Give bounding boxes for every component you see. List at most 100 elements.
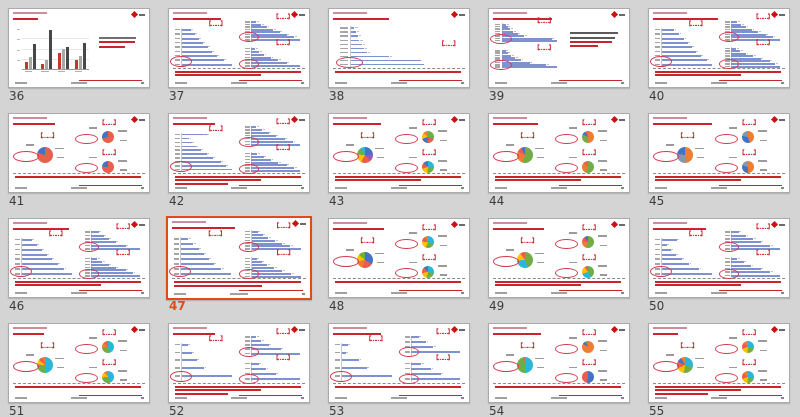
pie-label: [119, 379, 127, 381]
pie-label: [599, 244, 607, 247]
notes-divider: [173, 382, 305, 384]
slide-thumbnail-49[interactable]: 【……】 【……】 【……】: [488, 218, 630, 298]
logo-text: [139, 118, 146, 121]
bracket-label: 【……】: [517, 133, 538, 141]
pie-label: [88, 127, 98, 129]
pie-label: [408, 232, 418, 234]
axis-line: [410, 362, 412, 383]
pie-label: [118, 340, 127, 342]
annotation-ellipse: [239, 373, 260, 384]
annotation-ellipse: [74, 163, 98, 174]
slide-thumbnail-48[interactable]: 【……】 【……】 【……】: [328, 218, 470, 298]
axis-line: [730, 257, 732, 278]
axis-line: [341, 342, 343, 382]
slide-thumbnail-38[interactable]: 【……】: [328, 8, 470, 88]
footer-page-number: [141, 396, 145, 399]
bracket-label: 【……】: [272, 119, 294, 127]
footer-red-line: [399, 184, 462, 186]
footer-page-number: [621, 81, 625, 84]
annotation-ellipse: [650, 55, 672, 67]
notes-divider: [493, 382, 625, 384]
notes-divider: [13, 382, 145, 384]
comment-text-line: [570, 40, 612, 43]
slide-thumbnail-54[interactable]: 【……】 【……】 【……】: [488, 323, 630, 403]
pie-label: [55, 147, 64, 150]
bracket-label: 【……】: [738, 149, 760, 157]
note-line: [174, 175, 301, 178]
gridline: [21, 59, 89, 61]
pie-label: [758, 340, 767, 342]
bracket-label: 【……】: [752, 224, 774, 232]
bar-chart: [174, 27, 234, 67]
annotation-ellipse: [719, 32, 740, 43]
slide-thumbnail-50[interactable]: 【……】 【……】 【……】: [648, 218, 790, 298]
notes-divider: [172, 278, 306, 279]
slide-number: 55: [649, 404, 665, 417]
pie-label: [505, 354, 515, 356]
slide-thumbnail-37[interactable]: 【……】 【……】 【……】: [168, 8, 310, 88]
footer-center: [390, 291, 408, 294]
comment-text-line: [98, 45, 126, 48]
footer-date: [334, 186, 348, 189]
pie-chart: [422, 131, 435, 144]
pie-label: [568, 232, 578, 234]
note-line: [173, 281, 302, 284]
slide-cell-45: 【……】 【……】 【……】 45: [640, 105, 800, 210]
notes-divider: [653, 67, 785, 69]
slide-header-text: [13, 117, 47, 120]
footer-center: [390, 81, 408, 84]
slide-cell-51: 【……】 【……】 【……】 51: [0, 315, 160, 417]
annotation-ellipse: [239, 347, 260, 358]
slide-cell-46: 【……】 【……】 【……】 46: [0, 210, 160, 315]
footer-red-line: [79, 79, 142, 81]
pie-label: [505, 249, 515, 251]
axis-line: [250, 152, 252, 173]
slide-thumbnail-42[interactable]: 【……】 【……】 【……】: [168, 113, 310, 193]
bracket-label: 【……】: [272, 14, 294, 22]
footer-page-number: [461, 186, 465, 189]
annotation-ellipse: [333, 151, 359, 163]
pie-label: [728, 127, 738, 129]
pie-label: [118, 370, 127, 372]
slide-thumbnail-46[interactable]: 【……】 【……】 【……】: [8, 218, 150, 298]
pie-label: [696, 156, 704, 159]
comment-text-line: [570, 36, 615, 39]
pie-label: [375, 147, 384, 150]
footer-date: [334, 396, 348, 399]
note-line: [494, 284, 582, 287]
slide-thumbnail-51[interactable]: 【……】 【……】 【……】: [8, 323, 150, 403]
pie-label: [88, 156, 98, 159]
slide-header-text: [493, 117, 527, 120]
slide-cell-50: 【……】 【……】 【……】 50: [640, 210, 800, 315]
slide-number: 38: [329, 89, 345, 103]
bracket-label: 【……】: [578, 149, 600, 157]
slide-thumbnail-41[interactable]: 【……】 【……】 【……】: [8, 113, 150, 193]
slide-thumbnail-47[interactable]: 【……】 【……】 【……】: [166, 216, 312, 300]
slide-title: [172, 227, 235, 230]
slide-header-text: [333, 222, 367, 225]
slide-thumbnail-45[interactable]: 【……】 【……】 【……】: [648, 113, 790, 193]
slide-thumbnail-39[interactable]: 【……】 【……】: [488, 8, 630, 88]
pie-label: [728, 366, 738, 369]
slide-thumbnail-55[interactable]: 【……】 【……】 【……】: [648, 323, 790, 403]
slide-thumbnail-44[interactable]: 【……】 【……】 【……】: [488, 113, 630, 193]
slide-thumbnail-53[interactable]: 【……】 【……】 【……】: [328, 323, 470, 403]
pie-label: [408, 127, 418, 129]
pie-chart: [37, 146, 54, 163]
slide-thumbnail-36[interactable]: [8, 8, 150, 88]
footer-red-line: [399, 394, 462, 396]
slide-thumbnail-40[interactable]: 【……】 【……】 【……】: [648, 8, 790, 88]
slide-number: 37: [169, 89, 185, 103]
annotation-ellipse: [714, 133, 738, 144]
slide-thumbnail-52[interactable]: 【……】 【……】 【……】: [168, 323, 310, 403]
bracket-label: 【……】: [418, 120, 440, 128]
footer-date: [494, 81, 508, 84]
annotation-ellipse: [714, 373, 738, 384]
annotation-ellipse: [399, 373, 420, 384]
notes-divider: [333, 382, 465, 384]
logo-icon: [611, 221, 619, 229]
bar-chart: [654, 27, 714, 67]
annotation-ellipse: [13, 361, 39, 373]
slide-thumbnail-43[interactable]: 【……】 【……】 【……】: [328, 113, 470, 193]
column-chart: [17, 28, 90, 73]
